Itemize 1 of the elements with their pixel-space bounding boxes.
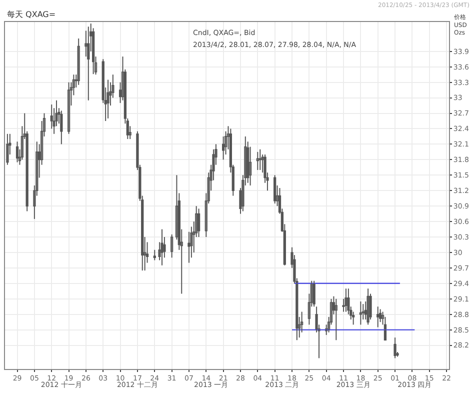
chart-title: 每天 QXAG= bbox=[7, 10, 56, 19]
